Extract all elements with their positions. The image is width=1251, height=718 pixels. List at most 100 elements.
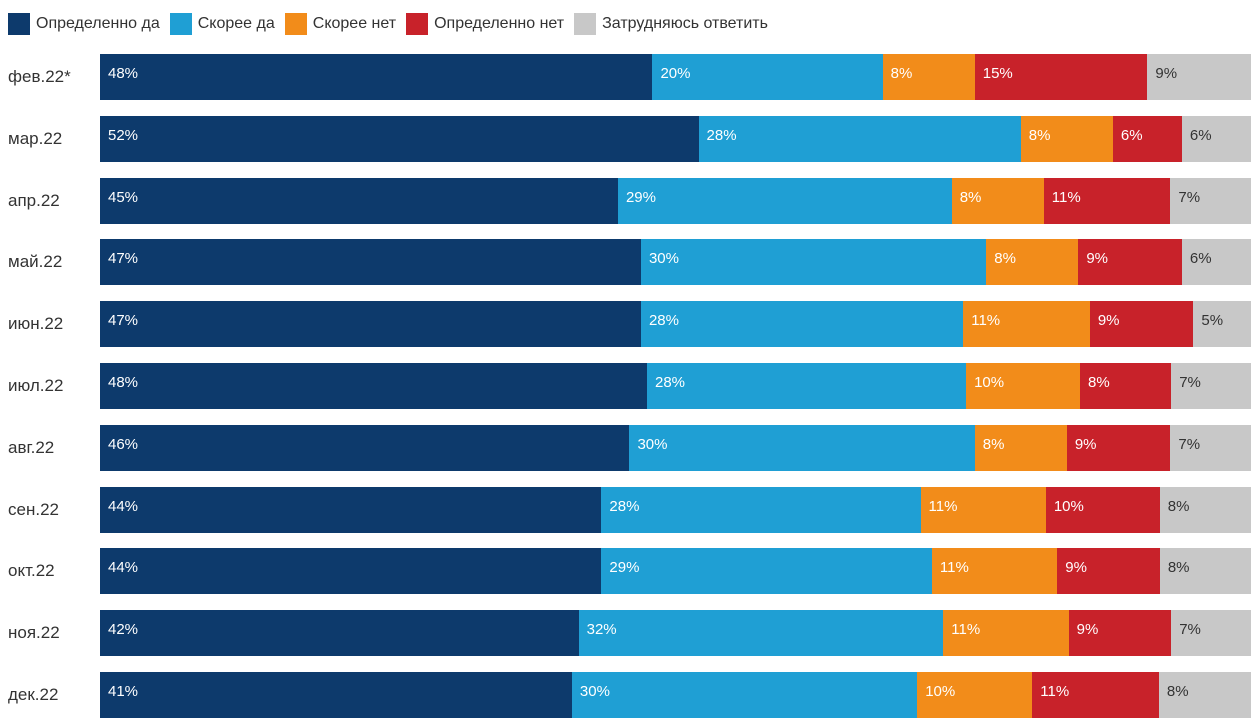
data-label-definitely-no: 9% — [1074, 435, 1097, 453]
bar-row: авг.22 46% 30% 8% 9% 7% — [0, 424, 1251, 471]
bar-row: ноя.22 42% 32% 11% 9% 7% — [0, 610, 1251, 657]
bar-row: июл.22 48% 28% 10% 8% 7% — [0, 363, 1251, 409]
bar-segment-definitely-no: 9% — [1089, 301, 1194, 348]
bar-segment-rather-no: 11% — [943, 610, 1069, 657]
data-label-definitely-no: 15% — [982, 65, 1013, 82]
bar-segment-rather-no: 11% — [931, 548, 1058, 595]
bar-row: фев.22* 48% 20% 8% 15% 9% — [0, 54, 1251, 100]
bar-segment-definitely-yes: 47% — [100, 239, 641, 286]
bar-track: 45% 29% 8% 11% 7% — [100, 177, 1251, 224]
bar-segment-definitely-yes: 48% — [100, 363, 647, 409]
data-label-hard-to-say: 7% — [1178, 435, 1201, 453]
bar-segment-hard-to-say: 8% — [1159, 548, 1251, 595]
data-label-rather-yes: 29% — [609, 559, 640, 577]
bar-segment-definitely-no: 9% — [1068, 610, 1172, 657]
data-label-definitely-yes: 44% — [108, 497, 139, 515]
bar-segment-hard-to-say: 7% — [1170, 177, 1251, 224]
data-label-rather-no: 11% — [951, 621, 981, 639]
bar-segment-definitely-yes: 45% — [100, 177, 618, 224]
legend-swatch-hard-to-say — [574, 13, 597, 35]
data-label-definitely-yes: 41% — [108, 683, 139, 700]
bar-segment-definitely-yes: 41% — [100, 672, 572, 718]
data-label-hard-to-say: 8% — [1167, 559, 1190, 577]
data-label-rather-yes: 20% — [660, 65, 691, 82]
bar-segment-hard-to-say: 7% — [1170, 424, 1251, 471]
bar-segment-definitely-yes: 48% — [100, 54, 653, 100]
bar-segment-definitely-no: 8% — [1080, 363, 1172, 409]
bar-segment-rather-yes: 29% — [601, 548, 932, 595]
bar-segment-definitely-yes: 46% — [100, 424, 630, 471]
bar-segment-rather-yes: 30% — [571, 672, 918, 718]
legend-label-definitely-no: Определенно нет — [434, 15, 565, 32]
data-label-rather-no: 8% — [959, 188, 982, 206]
bar-segment-definitely-no: 15% — [974, 54, 1148, 100]
data-label-definitely-yes: 48% — [108, 65, 139, 82]
bar-segment-hard-to-say: 6% — [1181, 239, 1251, 286]
bar-segment-hard-to-say: 7% — [1171, 363, 1251, 409]
bar-segment-definitely-yes: 47% — [100, 301, 641, 348]
bar-row: дек.22 41% 30% 10% 11% 8% — [0, 672, 1251, 718]
data-label-rather-no: 8% — [982, 435, 1005, 453]
data-label-definitely-no: 11% — [1040, 683, 1070, 700]
data-label-hard-to-say: 6% — [1189, 250, 1212, 268]
bar-segment-hard-to-say: 9% — [1147, 54, 1251, 100]
bar-segment-rather-no: 10% — [966, 363, 1081, 409]
category-label: дек.22 — [8, 685, 59, 704]
data-label-rather-yes: 28% — [706, 126, 737, 144]
bar-track: 52% 28% 8% 6% 6% — [100, 115, 1251, 162]
legend-label-rather-no: Скорее нет — [312, 15, 397, 32]
data-label-definitely-no: 9% — [1065, 559, 1087, 577]
bar-segment-rather-yes: 29% — [617, 177, 952, 224]
chart-legend: Определенно да Скорее да Скорее нет Опре… — [8, 10, 768, 38]
bar-track: 48% 28% 10% 8% 7% — [100, 363, 1251, 409]
bar-track: 42% 32% 11% 9% 7% — [100, 610, 1251, 657]
legend-label-hard-to-say: Затрудняюсь ответить — [602, 15, 768, 32]
bar-segment-definitely-no: 11% — [1043, 177, 1171, 224]
data-label-rather-yes: 30% — [648, 250, 679, 268]
bar-segment-rather-no: 10% — [917, 672, 1033, 718]
data-label-hard-to-say: 7% — [1178, 188, 1201, 206]
category-label: июн.22 — [8, 314, 64, 334]
data-label-rather-no: 11% — [928, 497, 958, 515]
data-label-definitely-no: 9% — [1097, 312, 1120, 330]
data-label-rather-yes: 30% — [637, 435, 668, 453]
bar-segment-rather-no: 8% — [951, 177, 1044, 224]
bar-segment-definitely-yes: 44% — [100, 548, 602, 595]
bar-row: сен.22 44% 28% 11% 10% 8% — [0, 486, 1251, 533]
data-label-definitely-yes: 47% — [108, 250, 139, 268]
data-label-rather-yes: 28% — [655, 374, 686, 391]
bar-segment-definitely-no: 6% — [1112, 115, 1182, 162]
category-label: сен.22 — [8, 499, 59, 519]
data-label-definitely-yes: 47% — [108, 312, 139, 330]
legend-item-hard-to-say: Затрудняюсь ответить — [574, 13, 768, 35]
data-label-definitely-yes: 52% — [108, 126, 139, 144]
data-label-hard-to-say: 5% — [1201, 312, 1224, 330]
data-label-definitely-no: 9% — [1086, 250, 1109, 268]
data-label-hard-to-say: 6% — [1189, 126, 1212, 144]
bar-segment-rather-yes: 32% — [578, 610, 944, 657]
legend-label-definitely-yes: Определенно да — [36, 15, 160, 32]
stacked-bar-chart: фев.22* 48% 20% 8% 15% 9% мар.22 52% 28% 8% 6% 6% ап… — [0, 54, 1251, 718]
bar-segment-hard-to-say: 6% — [1181, 115, 1251, 162]
bar-segment-rather-yes: 28% — [698, 115, 1021, 162]
bar-segment-definitely-yes: 52% — [100, 115, 699, 162]
category-label: ноя.22 — [8, 623, 60, 643]
bar-segment-rather-no: 11% — [920, 486, 1046, 533]
bar-segment-definitely-yes: 44% — [100, 486, 602, 533]
bar-track: 44% 28% 11% 10% 8% — [100, 486, 1251, 533]
category-label: май.22 — [8, 252, 63, 272]
bar-track: 41% 30% 10% 11% 8% — [100, 672, 1251, 718]
data-label-rather-yes: 28% — [648, 312, 679, 330]
bar-segment-rather-yes: 30% — [629, 424, 975, 471]
data-label-rather-no: 8% — [890, 65, 913, 82]
bar-row: июн.22 47% 28% 11% 9% 5% — [0, 301, 1251, 348]
data-label-hard-to-say: 9% — [1155, 65, 1178, 82]
data-label-rather-no: 8% — [994, 250, 1016, 268]
category-label: мар.22 — [8, 128, 63, 148]
bar-segment-rather-no: 8% — [882, 54, 975, 100]
data-label-hard-to-say: 8% — [1167, 497, 1190, 515]
legend-label-rather-yes: Скорее да — [197, 15, 275, 32]
data-label-rather-no: 8% — [1028, 126, 1051, 144]
legend-swatch-definitely-no — [406, 13, 429, 35]
bar-segment-rather-yes: 20% — [652, 54, 883, 100]
